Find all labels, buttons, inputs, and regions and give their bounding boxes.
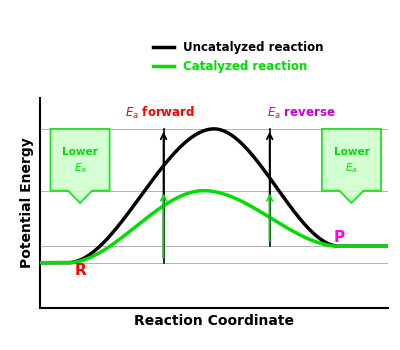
Y-axis label: Potential Energy: Potential Energy: [20, 138, 34, 268]
Text: $E_a$ forward: $E_a$ forward: [125, 105, 195, 121]
Polygon shape: [322, 129, 381, 203]
Text: P: P: [334, 230, 345, 245]
Text: $E_a$ reverse: $E_a$ reverse: [267, 106, 335, 121]
Text: R: R: [75, 263, 86, 278]
Text: $E_a$: $E_a$: [74, 161, 86, 175]
Text: Lower: Lower: [62, 147, 98, 156]
X-axis label: Reaction Coordinate: Reaction Coordinate: [134, 314, 294, 328]
Legend: Uncatalyzed reaction, Catalyzed reaction: Uncatalyzed reaction, Catalyzed reaction: [148, 37, 329, 78]
Text: $E_a$: $E_a$: [345, 161, 358, 175]
Polygon shape: [50, 129, 110, 203]
Text: Lower: Lower: [334, 147, 369, 156]
